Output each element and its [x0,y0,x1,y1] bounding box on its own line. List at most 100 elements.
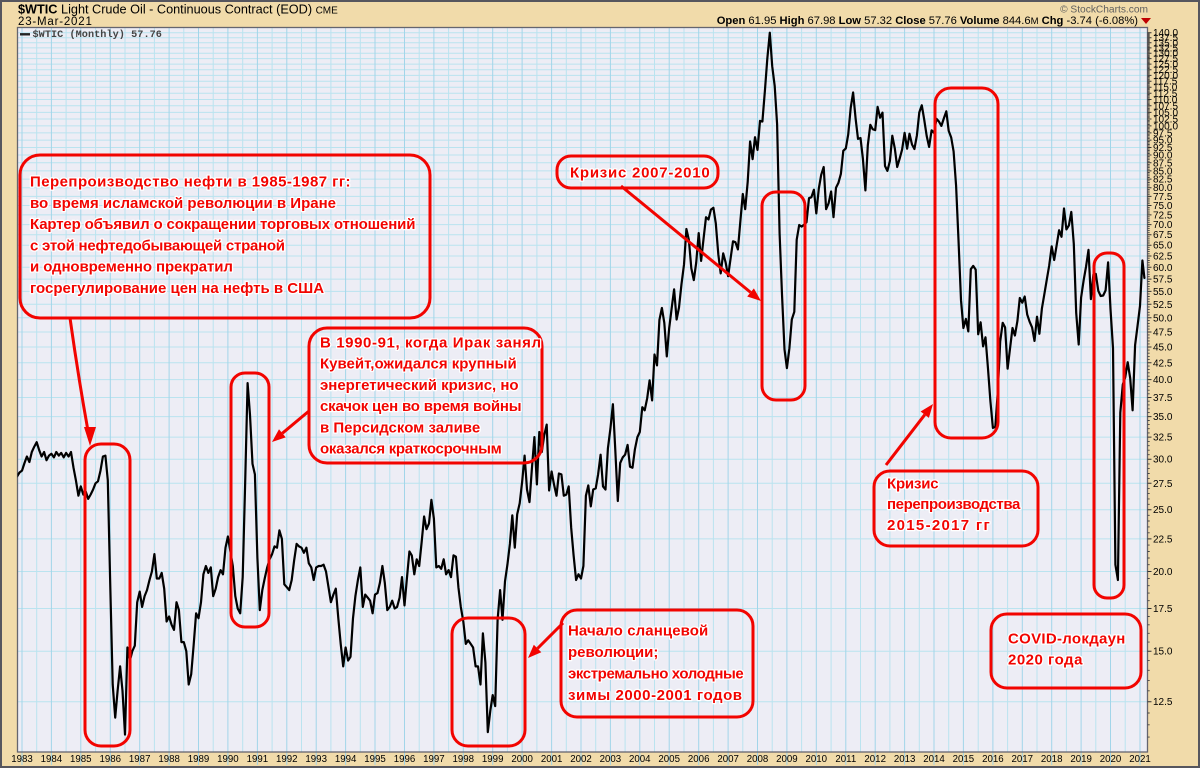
svg-text:2002: 2002 [570,754,592,765]
svg-text:20.0: 20.0 [1153,567,1173,578]
svg-text:2013: 2013 [894,754,916,765]
svg-text:55.0: 55.0 [1153,287,1173,298]
svg-text:2015-2017 гг: 2015-2017 гг [887,517,991,534]
svg-text:зимы 2000-2001 годов: зимы 2000-2001 годов [568,687,743,704]
svg-text:Кувейт,ожидался крупный: Кувейт,ожидался крупный [320,356,517,373]
svg-text:52.5: 52.5 [1153,300,1173,311]
svg-text:37.5: 37.5 [1153,393,1173,404]
svg-text:35.0: 35.0 [1153,412,1173,423]
svg-text:2014: 2014 [923,754,945,765]
svg-text:энергетический кризис, но: энергетический кризис, но [320,377,519,394]
svg-text:2021: 2021 [1129,754,1151,765]
svg-text:1999: 1999 [482,754,504,765]
svg-text:135.0: 135.0 [1153,38,1178,49]
svg-text:1998: 1998 [453,754,475,765]
svg-text:2008: 2008 [747,754,769,765]
svg-text:1986: 1986 [100,754,122,765]
svg-text:2020 года: 2020 года [1008,652,1083,669]
svg-text:1997: 1997 [423,754,445,765]
svg-text:137.5: 137.5 [1153,33,1178,44]
svg-text:COVID-локдаун: COVID-локдаун [1008,631,1126,648]
svg-text:скачок цен во время войны: скачок цен во время войны [320,398,521,415]
svg-text:во время исламской революции в: во время исламской революции в Иране [30,195,336,212]
svg-text:2009: 2009 [776,754,798,765]
svg-text:120.0: 120.0 [1153,71,1178,82]
svg-text:65.0: 65.0 [1153,241,1173,252]
svg-text:2006: 2006 [688,754,710,765]
svg-text:перепроизводства: перепроизводства [887,496,1021,513]
svg-text:100.0: 100.0 [1153,121,1178,132]
svg-text:экстремально холодные: экстремально холодные [568,666,743,683]
svg-text:1988: 1988 [158,754,180,765]
svg-text:1985: 1985 [70,754,92,765]
svg-text:2016: 2016 [982,754,1004,765]
svg-text:30.0: 30.0 [1153,455,1173,466]
svg-text:2015: 2015 [953,754,975,765]
svg-text:42.5: 42.5 [1153,358,1173,369]
svg-text:23-Mar-2021: 23-Mar-2021 [18,16,93,28]
svg-text:62.5: 62.5 [1153,252,1173,263]
svg-text:110.0: 110.0 [1153,95,1178,106]
svg-text:72.5: 72.5 [1153,210,1173,221]
svg-text:1995: 1995 [364,754,386,765]
svg-text:70.0: 70.0 [1153,220,1173,231]
svg-text:92.5: 92.5 [1153,143,1173,154]
svg-text:1994: 1994 [335,754,357,765]
svg-text:27.5: 27.5 [1153,479,1173,490]
svg-text:$WTIC Light Crude Oil - Contin: $WTIC Light Crude Oil - Continuous Contr… [18,3,338,17]
svg-text:15.0: 15.0 [1153,647,1173,658]
svg-text:Кризис: Кризис [887,476,938,493]
svg-text:2010: 2010 [806,754,828,765]
svg-text:Начало сланцевой: Начало сланцевой [568,623,708,640]
svg-text:117.5: 117.5 [1153,77,1178,88]
svg-text:2001: 2001 [541,754,563,765]
svg-text:2018: 2018 [1041,754,1063,765]
svg-text:32.5: 32.5 [1153,433,1173,444]
svg-text:2011: 2011 [835,754,856,765]
svg-text:оказался краткосрочным: оказался краткосрочным [320,441,502,458]
svg-text:и одновременно прекратил: и одновременно прекратил [30,259,233,276]
svg-text:© StockCharts.com: © StockCharts.com [1060,5,1148,16]
svg-text:45.0: 45.0 [1153,343,1173,354]
svg-text:2020: 2020 [1100,754,1122,765]
svg-text:Картер объявил о сокращении то: Картер объявил о сокращении торговых отн… [30,216,415,233]
svg-text:1984: 1984 [41,754,63,765]
svg-text:40.0: 40.0 [1153,375,1173,386]
svg-text:47.5: 47.5 [1153,328,1173,339]
svg-text:97.5: 97.5 [1153,128,1173,139]
svg-text:госрегулирование цен на нефть: госрегулирование цен на нефть в США [30,280,324,297]
svg-text:1989: 1989 [188,754,210,765]
svg-text:107.5: 107.5 [1153,101,1178,112]
svg-text:22.5: 22.5 [1153,534,1173,545]
svg-text:122.5: 122.5 [1153,65,1178,76]
svg-text:95.0: 95.0 [1153,136,1173,147]
svg-text:2017: 2017 [1012,754,1034,765]
svg-text:1996: 1996 [394,754,416,765]
svg-text:67.5: 67.5 [1153,230,1173,241]
svg-text:2007: 2007 [717,754,739,765]
svg-text:1983: 1983 [11,754,33,765]
svg-text:125.0: 125.0 [1153,60,1178,71]
svg-text:1993: 1993 [305,754,327,765]
svg-text:77.5: 77.5 [1153,192,1173,203]
svg-text:с этой нефтедобывающей страной: с этой нефтедобывающей страной [30,237,285,254]
svg-text:57.5: 57.5 [1153,275,1173,286]
svg-text:60.0: 60.0 [1153,263,1173,274]
svg-text:140.0: 140.0 [1153,28,1178,39]
svg-text:50.0: 50.0 [1153,313,1173,324]
svg-text:75.0: 75.0 [1153,201,1173,212]
svg-text:102.5: 102.5 [1153,115,1178,126]
svg-text:85.0: 85.0 [1153,166,1173,177]
svg-text:87.5: 87.5 [1153,158,1173,169]
svg-text:2003: 2003 [600,754,622,765]
svg-text:1991: 1991 [247,754,269,765]
svg-text:$WTIC (Monthly) 57.76: $WTIC (Monthly) 57.76 [33,29,162,41]
svg-text:12.5: 12.5 [1153,697,1173,708]
svg-text:127.5: 127.5 [1153,54,1178,65]
svg-text:Перепроизводство нефти в 1985-: Перепроизводство нефти в 1985-1987 гг: [30,174,351,191]
svg-text:130.0: 130.0 [1153,49,1178,60]
svg-text:1990: 1990 [217,754,239,765]
svg-text:В 1990-91, когда Ирак занял: В 1990-91, когда Ирак занял [320,335,542,352]
svg-text:2000: 2000 [511,754,533,765]
svg-text:17.5: 17.5 [1153,604,1173,615]
